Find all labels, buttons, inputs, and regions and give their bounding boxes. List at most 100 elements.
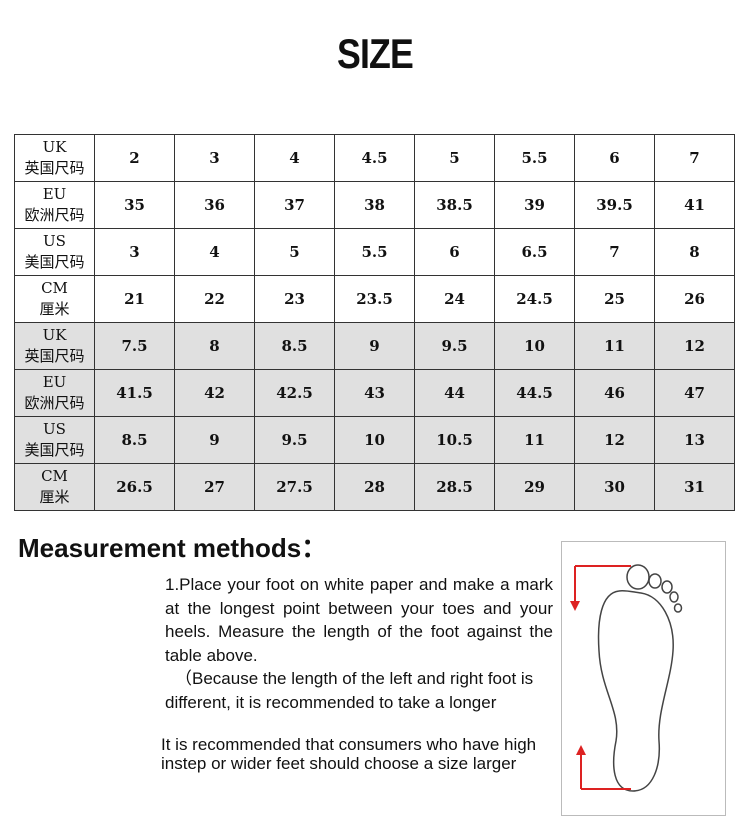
size-cell: 8.5 [94,416,175,464]
toe [626,564,650,590]
size-cell: 23 [254,275,335,323]
size-cell: 6.5 [494,228,575,276]
size-cell: 41 [654,181,735,229]
size-cell: 46 [574,369,655,417]
title: SIZE [337,30,414,77]
measure-marks [570,565,631,790]
size-cell: 22 [174,275,255,323]
foot-outline [597,590,674,792]
size-cell: 7.5 [94,322,175,370]
size-row: UK 英国尺码 7.5 8 8.5 9 9.5 10 11 12 [14,322,735,370]
size-cell: 7 [574,228,655,276]
size-cell: 10 [334,416,415,464]
row-label-line: UK [42,326,67,344]
row-label-line: 美国尺码 [24,253,85,271]
size-cell: 38.5 [414,181,495,229]
size-cell: 42.5 [254,369,335,417]
size-cell: 4.5 [334,134,415,182]
size-cell: 5 [414,134,495,182]
size-cell: 25 [574,275,655,323]
size-row: CM 厘米 21 22 23 23.5 24 24.5 25 26 [14,275,735,323]
size-cell: 23.5 [334,275,415,323]
size-row: US 美国尺码 3 4 5 5.5 6 6.5 7 8 [14,228,735,276]
row-label: US 美国尺码 [14,228,95,276]
size-cell: 3 [94,228,175,276]
size-row: EU 欧洲尺码 35 36 37 38 38.5 39 39.5 41 [14,181,735,229]
size-cell: 3 [174,134,255,182]
size-cell: 21 [94,275,175,323]
toe [673,603,683,613]
size-cell: 7 [654,134,735,182]
size-cell: 47 [654,369,735,417]
size-cell: 5 [254,228,335,276]
size-cell: 8 [654,228,735,276]
row-label-line: EU [42,373,67,391]
row-label-line: 欧洲尺码 [24,394,85,412]
row-label-line: 欧洲尺码 [24,206,85,224]
size-cell: 6 [414,228,495,276]
row-label: UK 英国尺码 [14,134,95,182]
row-label-line: UK [42,138,67,156]
frame [561,541,726,816]
row-label: CM 厘米 [14,463,95,511]
size-cell: 9.5 [254,416,335,464]
row-label-line: US [43,420,66,438]
size-cell: 8.5 [254,322,335,370]
note: It is recommended that consumers who hav… [161,735,537,773]
row-label-line: CM [41,467,68,485]
size-cell: 30 [574,463,655,511]
size-cell: 12 [574,416,655,464]
size-cell: 9 [174,416,255,464]
size-cell: 10.5 [414,416,495,464]
size-cell: 41.5 [94,369,175,417]
size-cell: 28 [334,463,415,511]
size-cell: 27 [174,463,255,511]
row-label-line: US [43,232,66,250]
size-cell: 13 [654,416,735,464]
size-cell: 27.5 [254,463,335,511]
row-label: EU 欧洲尺码 [14,181,95,229]
size-cell: 39 [494,181,575,229]
row-label: EU 欧洲尺码 [14,369,95,417]
row-label-line: CM [41,279,68,297]
toe [669,591,679,603]
size-cell: 43 [334,369,415,417]
size-cell: 5.5 [494,134,575,182]
size-cell: 31 [654,463,735,511]
size-cell: 42 [174,369,255,417]
size-row: CM 厘米 26.5 27 27.5 28 28.5 29 30 31 [14,463,735,511]
size-cell: 37 [254,181,335,229]
toe [661,580,673,594]
size-row: EU 欧洲尺码 41.5 42 42.5 43 44 44.5 46 47 [14,369,735,417]
toe [648,573,662,589]
step-text: （Because the length of the left and righ… [165,669,534,712]
size-cell: 44.5 [494,369,575,417]
size-cell: 39.5 [574,181,655,229]
size-cell: 4 [254,134,335,182]
size-cell: 6 [574,134,655,182]
section-title: Measurement methods： [18,533,328,563]
size-cell: 11 [574,322,655,370]
size-cell: 26 [654,275,735,323]
row-label-line: 厘米 [39,300,70,318]
size-cell: 8 [174,322,255,370]
row-label-line: 美国尺码 [24,441,85,459]
size-row: US 美国尺码 8.5 9 9.5 10 10.5 11 12 13 [14,416,735,464]
size-cell: 9.5 [414,322,495,370]
size-cell: 9 [334,322,415,370]
size-cell: 38 [334,181,415,229]
size-cell: 29 [494,463,575,511]
size-cell: 24.5 [494,275,575,323]
size-cell: 28.5 [414,463,495,511]
size-cell: 12 [654,322,735,370]
row-label-line: 英国尺码 [24,347,85,365]
size-cell: 10 [494,322,575,370]
row-label: CM 厘米 [14,275,95,323]
size-cell: 44 [414,369,495,417]
size-row: UK 英国尺码 2 3 4 4.5 5 5.5 6 7 [14,134,735,182]
size-cell: 24 [414,275,495,323]
row-label-line: 英国尺码 [24,159,85,177]
size-cell: 36 [174,181,255,229]
size-cell: 35 [94,181,175,229]
